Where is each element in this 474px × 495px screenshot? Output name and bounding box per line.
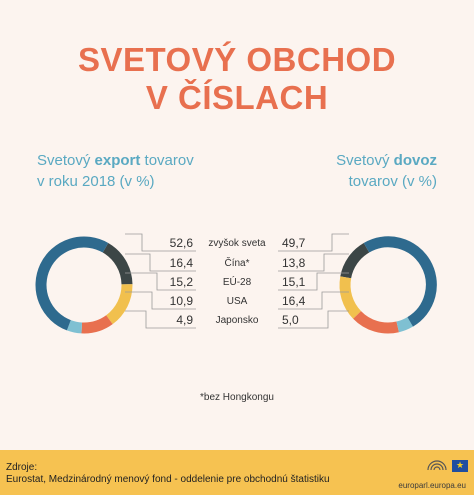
export-slice-4	[66, 320, 83, 334]
import-value-label: 49,7	[282, 236, 306, 250]
import-subtitle: Svetový dovoz tovarov (v %)	[336, 150, 437, 192]
category-label: Čína*	[224, 256, 249, 269]
parliament-hemicycle-icon	[427, 460, 447, 471]
export-slice-2	[105, 284, 133, 325]
import-leader-line-0	[278, 233, 349, 252]
export-subtitle-prefix: Svetový	[37, 152, 95, 169]
import-leader-line-1	[278, 253, 349, 272]
export-value-label: 15,2	[170, 275, 194, 289]
export-leader-line-2	[125, 272, 196, 291]
export-slice-3	[81, 315, 113, 334]
import-subtitle-prefix: Svetový	[336, 152, 394, 169]
footnote: *bez Hongkongu	[200, 392, 274, 403]
page-title-line1: SVETOVÝ OBCHOD	[77, 41, 397, 78]
eu-flag-icon: ★	[452, 460, 468, 472]
site-url: europarl.europa.eu	[398, 481, 466, 490]
export-value-label: 16,4	[170, 256, 194, 270]
export-leader-line-4	[125, 310, 196, 329]
import-leader-line-4	[278, 310, 349, 329]
export-value-label: 4,9	[176, 313, 193, 327]
export-slice-1	[102, 242, 133, 285]
source-label: Zdroje:	[6, 462, 38, 473]
category-label: zvyšok sveta	[208, 238, 266, 249]
import-subtitle-line2: tovarov (v %)	[348, 173, 437, 190]
export-subtitle-line2: v roku 2018 (v %)	[37, 173, 155, 190]
import-value-label: 16,4	[282, 294, 306, 308]
import-value-label: 13,8	[282, 256, 306, 270]
category-label: Japonsko	[216, 315, 259, 326]
export-leader-line-3	[125, 291, 196, 310]
import-value-label: 15,1	[282, 275, 306, 289]
export-subtitle-suffix: tovarov	[140, 152, 194, 169]
export-leader-line-0	[125, 233, 196, 252]
export-value-label: 52,6	[170, 236, 194, 250]
category-label: USA	[227, 296, 248, 307]
export-subtitle: Svetový export tovarov v roku 2018 (v %)	[37, 150, 194, 192]
import-slice-1	[340, 242, 370, 279]
import-slice-4	[396, 317, 414, 333]
category-label: EÚ-28	[223, 275, 252, 288]
export-leader-line-1	[125, 253, 196, 272]
export-value-label: 10,9	[170, 294, 194, 308]
import-slice-0	[363, 236, 437, 327]
export-slice-0	[35, 236, 109, 331]
import-leader-line-3	[278, 291, 349, 310]
import-leader-line-2	[278, 272, 349, 291]
page-title-line2: V ČÍSLACH	[145, 79, 329, 116]
import-slice-2	[339, 276, 362, 319]
import-subtitle-bold: dovoz	[393, 152, 437, 169]
import-slice-3	[353, 310, 399, 334]
export-subtitle-bold: export	[94, 152, 141, 169]
footer-bar	[0, 450, 474, 495]
source-text: Eurostat, Medzinárodný menový fond - odd…	[6, 474, 330, 485]
import-value-label: 5,0	[282, 313, 299, 327]
